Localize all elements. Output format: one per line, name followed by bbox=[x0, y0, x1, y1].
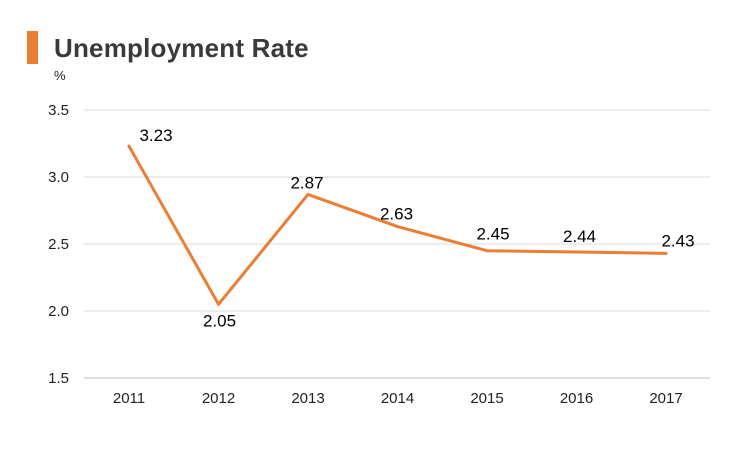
data-point bbox=[664, 251, 668, 255]
y-tick-label: 3.0 bbox=[48, 169, 69, 186]
data-point bbox=[127, 144, 131, 148]
x-tick-label: 2014 bbox=[381, 390, 414, 407]
data-point bbox=[396, 225, 399, 229]
data-label: 2.45 bbox=[476, 225, 509, 244]
data-label: 2.05 bbox=[203, 311, 236, 330]
x-tick-label: 2015 bbox=[470, 390, 503, 407]
y-axis-unit: % bbox=[54, 68, 66, 83]
data-point bbox=[217, 302, 220, 306]
y-tick-label: 3.5 bbox=[48, 102, 69, 119]
x-axis-ticks: 2011 2012 2013 2014 2015 2016 2017 bbox=[113, 390, 683, 407]
data-labels: 3.23 2.05 2.87 2.63 2.45 2.44 2.43 bbox=[139, 126, 694, 330]
series-group bbox=[127, 144, 668, 306]
gridlines bbox=[84, 109, 710, 379]
data-point bbox=[485, 249, 489, 253]
data-label: 2.44 bbox=[563, 227, 596, 246]
y-tick-label: 2.0 bbox=[48, 303, 69, 320]
data-point bbox=[575, 250, 578, 254]
title-accent-bar bbox=[27, 31, 38, 64]
data-label: 2.63 bbox=[380, 205, 413, 224]
data-label: 2.87 bbox=[290, 173, 323, 192]
y-axis-ticks: 1.5 2.0 2.5 3.0 3.5 bbox=[48, 102, 69, 387]
x-tick-label: 2017 bbox=[649, 390, 682, 407]
x-tick-label: 2011 bbox=[113, 390, 145, 407]
x-tick-label: 2012 bbox=[202, 390, 235, 407]
x-tick-label: 2016 bbox=[560, 390, 593, 407]
x-tick-label: 2013 bbox=[291, 390, 324, 407]
chart-title: Unemployment Rate bbox=[54, 33, 309, 63]
data-point bbox=[306, 192, 310, 196]
data-label: 3.23 bbox=[139, 126, 172, 145]
data-label: 2.43 bbox=[661, 231, 694, 250]
y-tick-label: 2.5 bbox=[48, 236, 69, 253]
y-tick-label: 1.5 bbox=[48, 370, 69, 387]
